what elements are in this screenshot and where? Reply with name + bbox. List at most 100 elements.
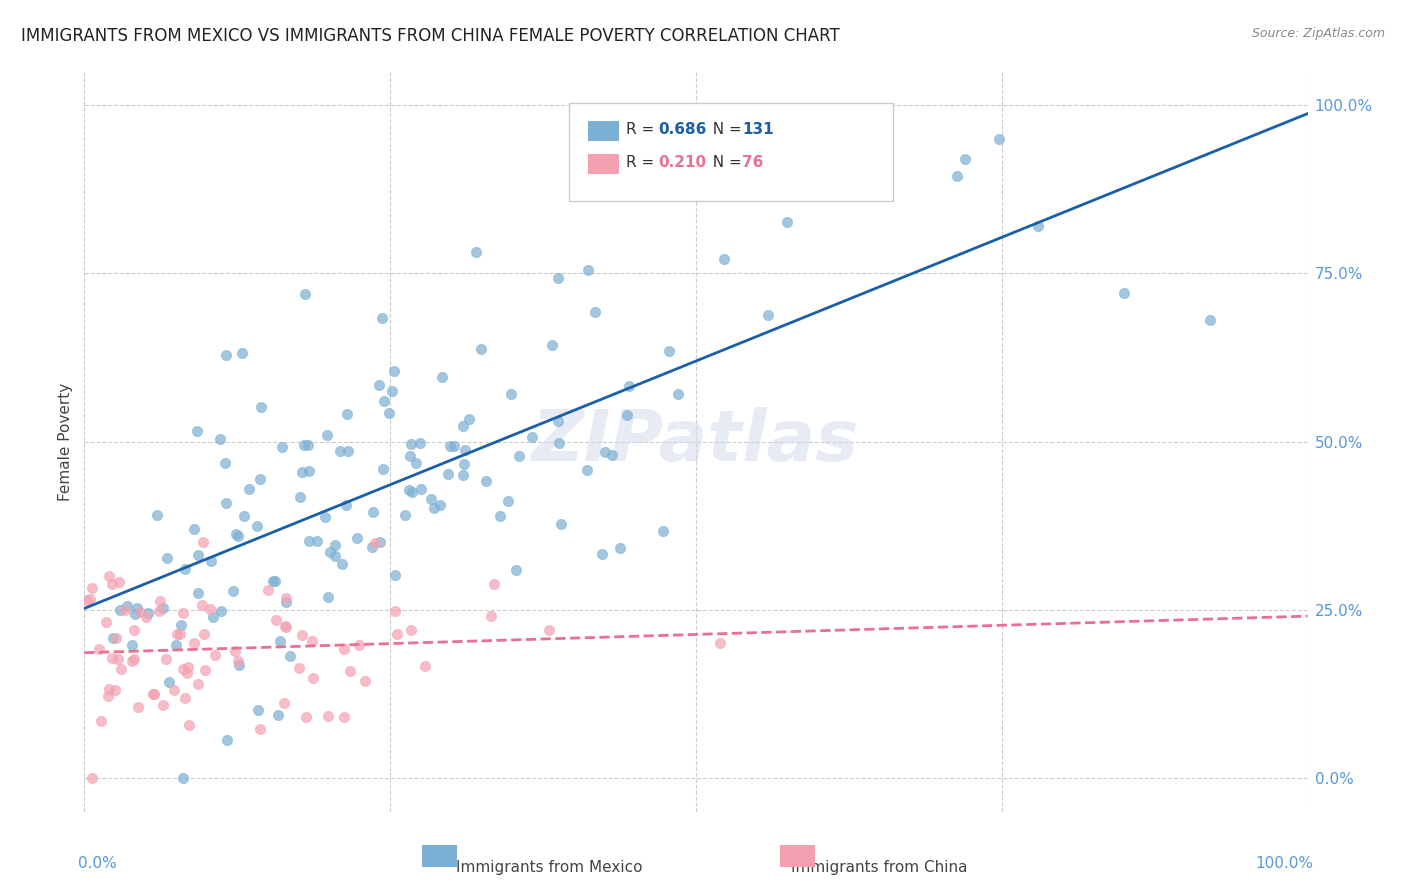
- Point: [124, 652, 146, 666]
- Point: [520, 430, 543, 444]
- Point: [405, 457, 427, 471]
- Point: [756, 308, 779, 322]
- Point: [157, 675, 180, 690]
- Point: [107, 652, 129, 666]
- Point: [104, 683, 127, 698]
- Point: [172, 771, 194, 785]
- Point: [547, 436, 569, 450]
- Point: [335, 498, 357, 512]
- Point: [333, 642, 356, 657]
- Point: [249, 723, 271, 737]
- Point: [288, 660, 311, 674]
- Point: [361, 540, 384, 554]
- Point: [222, 584, 245, 599]
- Point: [129, 605, 152, 619]
- Point: [124, 624, 146, 638]
- Point: [367, 378, 389, 392]
- Point: [436, 467, 458, 482]
- Point: [538, 623, 561, 637]
- Point: [231, 345, 253, 359]
- Point: [152, 601, 174, 615]
- Point: [387, 627, 409, 641]
- Point: [273, 696, 295, 710]
- Point: [382, 364, 405, 378]
- Point: [89, 641, 111, 656]
- Point: [443, 439, 465, 453]
- Point: [187, 586, 209, 600]
- Point: [323, 538, 346, 552]
- Point: [187, 548, 209, 562]
- Point: [262, 574, 284, 589]
- Point: [401, 485, 423, 500]
- Point: [458, 412, 481, 426]
- Point: [470, 342, 492, 356]
- Point: [176, 660, 198, 674]
- Point: [1114, 286, 1136, 301]
- Point: [432, 370, 454, 384]
- Point: [264, 574, 287, 588]
- Point: [177, 718, 200, 732]
- Point: [228, 658, 250, 673]
- Text: 0.210: 0.210: [658, 155, 706, 169]
- Text: Source: ZipAtlas.com: Source: ZipAtlas.com: [1251, 27, 1385, 40]
- Point: [297, 438, 319, 452]
- Point: [501, 387, 523, 401]
- Point: [257, 582, 280, 597]
- Point: [224, 643, 246, 657]
- Point: [319, 544, 342, 558]
- Point: [149, 594, 172, 608]
- Point: [576, 263, 599, 277]
- Text: N =: N =: [703, 155, 747, 169]
- Point: [215, 496, 238, 510]
- Point: [79, 591, 101, 606]
- Point: [247, 703, 270, 717]
- Point: [475, 475, 498, 489]
- Point: [225, 527, 247, 541]
- Point: [190, 599, 212, 613]
- Point: [127, 601, 149, 615]
- Point: [166, 627, 188, 641]
- Point: [105, 631, 128, 645]
- Point: [276, 591, 298, 605]
- Point: [176, 665, 198, 680]
- Point: [1028, 219, 1050, 234]
- Point: [411, 482, 433, 496]
- Point: [591, 547, 613, 561]
- Point: [294, 286, 316, 301]
- Point: [484, 577, 506, 591]
- Text: 76: 76: [742, 155, 763, 169]
- Point: [399, 624, 422, 638]
- Point: [595, 445, 617, 459]
- Point: [617, 379, 640, 393]
- Point: [666, 386, 689, 401]
- Text: ZIPatlas: ZIPatlas: [533, 407, 859, 476]
- Text: 0.686: 0.686: [658, 122, 706, 136]
- Point: [198, 602, 221, 616]
- Point: [142, 687, 165, 701]
- Point: [163, 683, 186, 698]
- Point: [373, 394, 395, 409]
- Point: [377, 406, 399, 420]
- Point: [399, 449, 422, 463]
- Point: [302, 671, 325, 685]
- Point: [94, 615, 117, 629]
- Point: [183, 522, 205, 536]
- Point: [246, 518, 269, 533]
- Text: 131: 131: [742, 122, 773, 136]
- Point: [97, 681, 120, 696]
- Point: [658, 343, 681, 358]
- Point: [152, 698, 174, 713]
- Text: R =: R =: [626, 122, 659, 136]
- Point: [451, 468, 474, 483]
- Point: [464, 244, 486, 259]
- Point: [368, 535, 391, 549]
- Point: [100, 577, 122, 591]
- Point: [200, 554, 222, 568]
- Point: [274, 619, 297, 633]
- Point: [336, 407, 359, 421]
- Point: [271, 441, 294, 455]
- Point: [274, 618, 297, 632]
- Point: [489, 508, 512, 523]
- Point: [217, 733, 239, 747]
- Point: [108, 603, 131, 617]
